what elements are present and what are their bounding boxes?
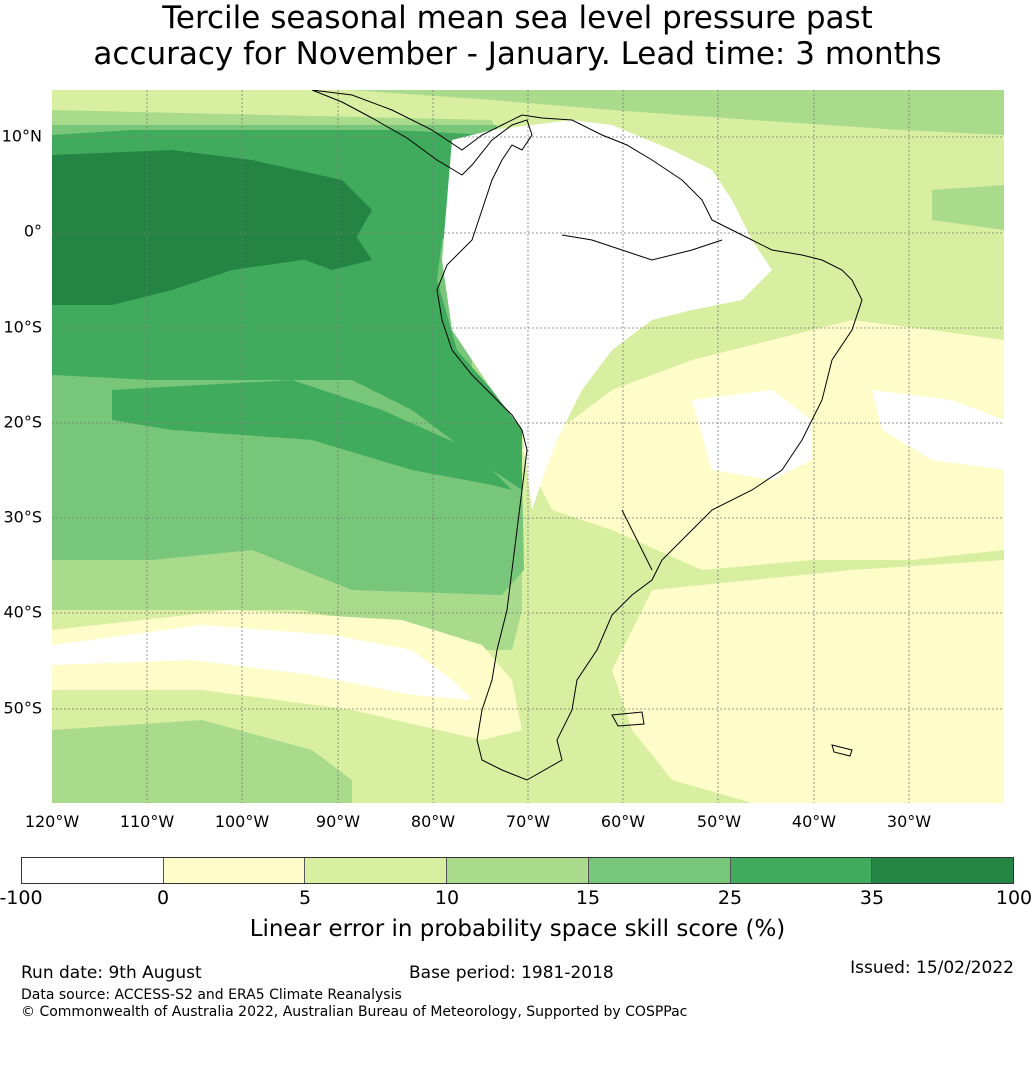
- field-35-plus-main: [52, 150, 372, 305]
- title-line-2: accuracy for November - January. Lead ti…: [93, 36, 942, 72]
- lon-label-60w: 60°W: [600, 812, 646, 831]
- field-35-plus-patch: [282, 225, 372, 270]
- lon-label-120w: 120°W: [24, 812, 80, 831]
- colorbar-tick-5: 15: [575, 887, 601, 909]
- lon-label-40w: 40°W: [791, 812, 837, 831]
- south-georgia: [831, 744, 853, 757]
- colorbar-segment-5: [588, 858, 731, 883]
- base-period: Base period: 1981-2018: [409, 963, 614, 983]
- lon-label-70w: 70°W: [505, 812, 551, 831]
- coastline: [311, 90, 863, 781]
- colorbar-segment-7: [872, 858, 1014, 883]
- field-negative-brazil: [692, 390, 812, 480]
- issued-date: Issued: 15/02/2022: [850, 958, 1014, 978]
- map-canvas: [52, 90, 1004, 803]
- lat-label-10n: 10°N: [1, 126, 42, 146]
- colorbar-tick-1: -100: [0, 887, 43, 909]
- lon-label-30w: 30°W: [886, 812, 932, 831]
- colorbar-tick-8: 100: [995, 887, 1033, 909]
- field-0-5-southeast: [612, 560, 1004, 803]
- field-25-35-south: [112, 380, 512, 490]
- colorbar-tick-2: 0: [156, 887, 170, 909]
- colorbar-label: Linear error in probability space skill …: [249, 916, 786, 942]
- lat-label-10s: 10°S: [3, 317, 42, 337]
- run-date: Run date: 9th August: [21, 963, 202, 983]
- lon-label-80w: 80°W: [410, 812, 456, 831]
- lon-label-50w: 50°W: [696, 812, 742, 831]
- colorbar-tick-4: 10: [434, 887, 460, 909]
- colorbar-segment-3: [305, 858, 448, 883]
- lat-label-0: 0°: [23, 221, 42, 241]
- colorbar-tick-6: 25: [717, 887, 743, 909]
- map-title: Tercile seasonal mean sea level pressure…: [0, 0, 1035, 72]
- colorbar-tick-3: 5: [298, 887, 312, 909]
- lat-label-30s: 30°S: [3, 507, 42, 527]
- field-negative-continent: [442, 120, 772, 510]
- river-amazon: [561, 234, 723, 261]
- data-source: Data source: ACCESS-S2 and ERA5 Climate …: [21, 987, 402, 1003]
- title-line-1: Tercile seasonal mean sea level pressure…: [162, 0, 873, 36]
- lon-label-100w: 100°W: [214, 812, 270, 831]
- lon-label-90w: 90°W: [315, 812, 361, 831]
- field-10-15-north: [352, 90, 1004, 135]
- colorbar-segment-6: [730, 858, 873, 883]
- graticule: [52, 90, 1004, 803]
- colorbar-segment-1: [22, 858, 164, 883]
- copyright: © Commonwealth of Australia 2022, Austra…: [21, 1004, 688, 1020]
- river-parana: [621, 509, 653, 571]
- field-10-15-east-patch: [932, 185, 1004, 230]
- field-negative-atlantic: [872, 390, 1004, 470]
- lat-label-20s: 20°S: [3, 412, 42, 432]
- colorbar: [21, 857, 1014, 884]
- lat-label-40s: 40°S: [3, 602, 42, 622]
- colorbar-segment-4: [447, 858, 589, 883]
- colorbar-segment-2: [163, 858, 306, 883]
- field-negative-south: [52, 625, 472, 700]
- lon-label-110w: 110°W: [119, 812, 175, 831]
- skill-score-map: [52, 90, 1004, 803]
- falkland-islands: [611, 711, 645, 727]
- colorbar-tick-7: 35: [859, 887, 885, 909]
- field-10-15-far-south: [52, 720, 352, 803]
- lat-label-50s: 50°S: [3, 698, 42, 718]
